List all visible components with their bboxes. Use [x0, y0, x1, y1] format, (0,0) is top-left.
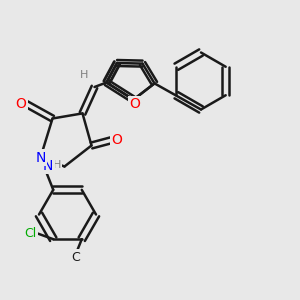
Text: N: N — [43, 159, 53, 172]
Text: O: O — [130, 97, 140, 111]
Text: O: O — [16, 97, 26, 110]
Text: N: N — [35, 151, 46, 164]
Text: C: C — [71, 251, 80, 264]
Text: Cl: Cl — [25, 227, 37, 240]
Text: H: H — [80, 70, 88, 80]
Text: H: H — [53, 160, 61, 170]
Text: O: O — [112, 133, 122, 146]
